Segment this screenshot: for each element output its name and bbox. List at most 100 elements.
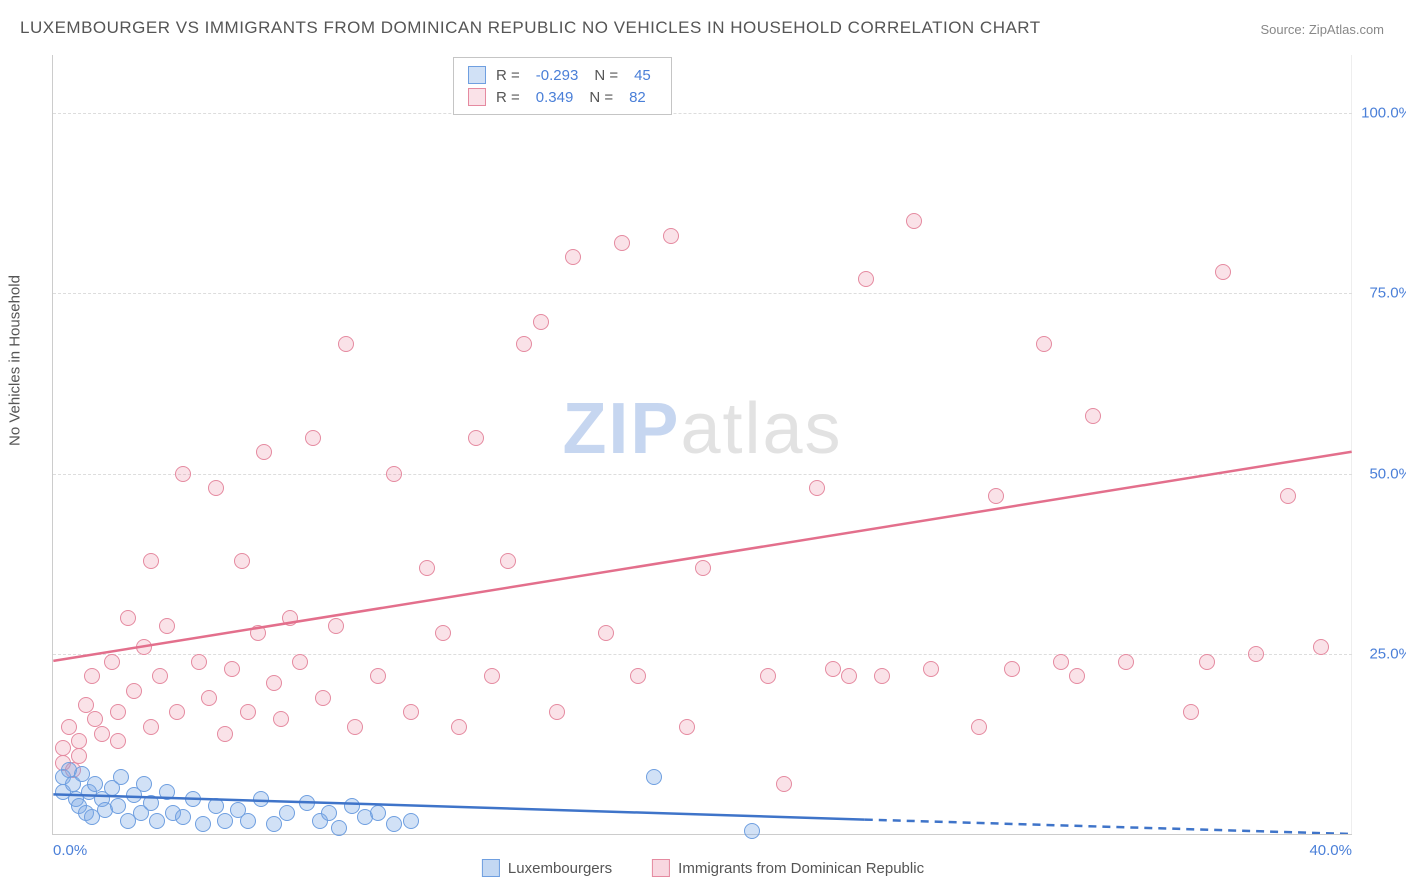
scatter-point: [403, 813, 419, 829]
stat-r-label: R =: [496, 67, 520, 84]
scatter-point: [149, 813, 165, 829]
y-tick-label: 25.0%: [1357, 646, 1406, 663]
scatter-point: [256, 444, 272, 460]
scatter-point: [104, 654, 120, 670]
scatter-point: [1118, 654, 1134, 670]
scatter-point: [386, 816, 402, 832]
scatter-point: [113, 769, 129, 785]
scatter-point: [1004, 661, 1020, 677]
scatter-point: [61, 719, 77, 735]
scatter-point: [240, 813, 256, 829]
legend-swatch: [468, 66, 486, 84]
scatter-point: [110, 733, 126, 749]
scatter-point: [266, 675, 282, 691]
scatter-point: [516, 336, 532, 352]
scatter-point: [234, 553, 250, 569]
y-tick-label: 75.0%: [1357, 285, 1406, 302]
scatter-point: [500, 553, 516, 569]
scatter-point: [760, 668, 776, 684]
scatter-point: [695, 560, 711, 576]
stat-n-value: 45: [634, 67, 651, 84]
x-tick-max: 40.0%: [1309, 842, 1352, 859]
stat-r-label: R =: [496, 89, 520, 106]
stat-n-label: N =: [594, 67, 618, 84]
scatter-point: [282, 610, 298, 626]
scatter-point: [328, 618, 344, 634]
scatter-point: [195, 816, 211, 832]
scatter-point: [484, 668, 500, 684]
scatter-point: [152, 668, 168, 684]
stat-r-value: -0.293: [536, 67, 579, 84]
scatter-point: [533, 314, 549, 330]
scatter-point: [663, 228, 679, 244]
stats-legend-row: R = -0.293 N = 45: [468, 64, 657, 86]
scatter-point: [331, 820, 347, 836]
scatter-point: [266, 816, 282, 832]
legend-label: Luxembourgers: [508, 860, 612, 877]
scatter-point: [435, 625, 451, 641]
legend-label: Immigrants from Dominican Republic: [678, 860, 924, 877]
scatter-point: [279, 805, 295, 821]
scatter-point: [1313, 639, 1329, 655]
scatter-point: [84, 668, 100, 684]
scatter-point: [565, 249, 581, 265]
legend-swatch: [652, 859, 670, 877]
scatter-point: [988, 488, 1004, 504]
scatter-point: [1085, 408, 1101, 424]
gridline: [53, 113, 1352, 114]
scatter-point: [1053, 654, 1069, 670]
legend-item: Immigrants from Dominican Republic: [652, 859, 924, 877]
scatter-point: [776, 776, 792, 792]
legend-item: Luxembourgers: [482, 859, 612, 877]
scatter-point: [240, 704, 256, 720]
scatter-point: [630, 668, 646, 684]
scatter-point: [1248, 646, 1264, 662]
scatter-point: [403, 704, 419, 720]
scatter-point: [451, 719, 467, 735]
scatter-point: [110, 704, 126, 720]
x-tick-min: 0.0%: [53, 842, 87, 859]
stat-n-value: 82: [629, 89, 646, 106]
scatter-point: [1183, 704, 1199, 720]
source-attribution: Source: ZipAtlas.com: [1260, 22, 1384, 37]
scatter-point: [143, 553, 159, 569]
scatter-point: [744, 823, 760, 839]
scatter-point: [143, 795, 159, 811]
scatter-point: [809, 480, 825, 496]
scatter-point: [175, 466, 191, 482]
watermark-atlas: atlas: [680, 389, 842, 469]
scatter-point: [224, 661, 240, 677]
scatter-point: [292, 654, 308, 670]
scatter-point: [679, 719, 695, 735]
scatter-point: [971, 719, 987, 735]
scatter-point: [201, 690, 217, 706]
scatter-point: [825, 661, 841, 677]
plot-area: ZIPatlas R = -0.293 N = 45 R = 0.349 N =…: [52, 55, 1352, 835]
scatter-point: [841, 668, 857, 684]
y-tick-label: 50.0%: [1357, 465, 1406, 482]
scatter-point: [1215, 264, 1231, 280]
scatter-point: [598, 625, 614, 641]
scatter-point: [468, 430, 484, 446]
scatter-point: [71, 748, 87, 764]
y-axis-title: No Vehicles in Household: [7, 275, 24, 446]
scatter-point: [120, 610, 136, 626]
watermark-zip: ZIP: [562, 389, 680, 469]
scatter-point: [321, 805, 337, 821]
scatter-point: [208, 480, 224, 496]
scatter-point: [338, 336, 354, 352]
scatter-point: [250, 625, 266, 641]
scatter-point: [169, 704, 185, 720]
scatter-point: [549, 704, 565, 720]
scatter-point: [1069, 668, 1085, 684]
scatter-point: [143, 719, 159, 735]
scatter-point: [614, 235, 630, 251]
scatter-point: [159, 618, 175, 634]
scatter-point: [191, 654, 207, 670]
scatter-point: [273, 711, 289, 727]
scatter-point: [1036, 336, 1052, 352]
chart-title: LUXEMBOURGER VS IMMIGRANTS FROM DOMINICA…: [20, 18, 1041, 38]
y-tick-label: 100.0%: [1357, 104, 1406, 121]
scatter-point: [1280, 488, 1296, 504]
scatter-point: [923, 661, 939, 677]
